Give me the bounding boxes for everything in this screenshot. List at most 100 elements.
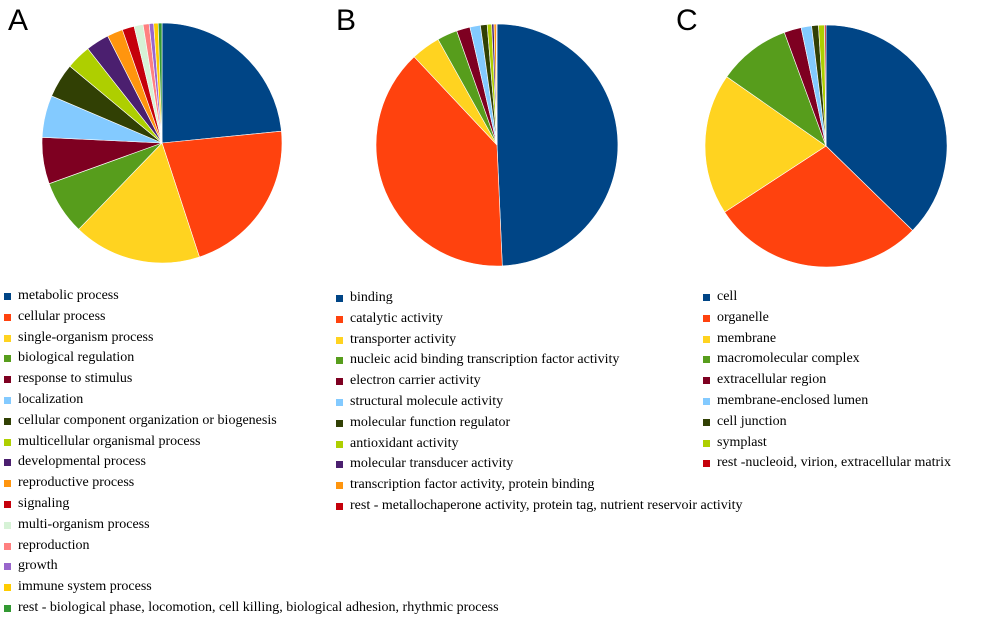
legend-item: membrane	[703, 329, 951, 350]
legend-swatch	[336, 440, 343, 448]
legend-label: metabolic process	[18, 288, 119, 303]
legend-item: membrane-enclosed lumen	[703, 391, 951, 412]
legend-label: immune system process	[18, 579, 152, 595]
pie-slice-b-1	[375, 56, 503, 267]
legend-label: transporter activity	[350, 331, 457, 347]
legend-swatch	[4, 584, 11, 592]
legend-item: cellular process	[4, 307, 499, 328]
pie-slice-a-0	[161, 22, 282, 144]
legend-item: growth	[4, 556, 499, 577]
legend-swatch	[336, 378, 343, 386]
legend-swatch	[703, 460, 710, 468]
legend-label: binding	[350, 290, 393, 305]
legend-label: extracellular region	[717, 372, 827, 388]
pie-slice-b-10	[495, 23, 498, 146]
pie-slice-a-15	[157, 22, 163, 144]
legend-item: single-organism process	[4, 328, 499, 349]
legend-swatch	[4, 480, 11, 488]
legend-label: growth	[18, 558, 58, 574]
legend-swatch	[703, 418, 710, 426]
pie-slice-c-8	[824, 24, 827, 147]
legend-label: rest -nucleoid, virion, extracellular ma…	[717, 455, 952, 471]
legend-swatch	[336, 482, 343, 490]
legend-item: symplast	[703, 433, 951, 454]
legend-item: metabolic process	[4, 286, 499, 307]
legend-label: antioxidant activity	[350, 435, 459, 451]
legend-label: response to stimulus	[18, 371, 133, 387]
legend-item: signaling	[4, 494, 499, 515]
legend-c: cell organelle membrane macromolecular comp…	[703, 287, 951, 474]
legend-label: catalytic activity	[350, 310, 443, 326]
legend-item: transcription factor activity, protein b…	[336, 475, 743, 496]
pie-slice-c-0	[825, 24, 948, 231]
legend-swatch	[336, 295, 343, 302]
legend-item: binding	[336, 288, 743, 309]
legend-item: cell junction	[703, 412, 951, 433]
legend-swatch	[703, 335, 710, 343]
legend-item: nucleic acid binding transcription facto…	[336, 350, 743, 371]
pie-slice-c-2	[704, 76, 827, 213]
legend-swatch	[703, 377, 710, 385]
pie-slice-a-2	[78, 142, 200, 264]
legend-a: metabolic process cellular process single-…	[4, 286, 499, 619]
legend-item: rest -nucleoid, virion, extracellular ma…	[703, 453, 951, 474]
legend-label: cell	[717, 289, 738, 304]
legend-label: biological regulation	[18, 350, 135, 366]
legend-item: immune system process	[4, 577, 499, 598]
legend-swatch	[336, 419, 343, 427]
legend-label: rest - biological phase, locomotion, cel…	[18, 599, 499, 615]
legend-item: organelle	[703, 308, 951, 329]
legend-label: organelle	[717, 309, 769, 325]
legend-label: nucleic acid binding transcription facto…	[350, 352, 620, 368]
legend-swatch	[4, 459, 11, 467]
legend-item: reproductive process	[4, 473, 499, 494]
panel-label-c: C	[676, 4, 698, 37]
legend-label: structural molecule activity	[350, 393, 504, 409]
legend-label: reproduction	[18, 537, 90, 553]
legend-item: cellular component organization or bioge…	[4, 411, 499, 432]
panel-label-b: B	[336, 4, 357, 37]
pie-slice-b-0	[496, 23, 619, 267]
legend-label: membrane	[717, 330, 777, 346]
legend-label: multi-organism process	[18, 516, 150, 532]
pie-slice-a-1	[161, 130, 283, 258]
legend-item: biological regulation	[4, 348, 499, 369]
legend-item: rest - metallochaperone activity, protei…	[336, 496, 743, 517]
legend-swatch	[4, 521, 11, 529]
legend-label: rest - metallochaperone activity, protei…	[350, 497, 743, 513]
legend-swatch	[4, 500, 11, 508]
legend-swatch	[703, 294, 710, 301]
legend-swatch	[336, 336, 343, 344]
legend-swatch	[4, 396, 11, 404]
legend-swatch	[4, 355, 11, 363]
legend-item: macromolecular complex	[703, 349, 951, 370]
legend-swatch	[336, 461, 343, 469]
panel-label-a: A	[8, 4, 29, 37]
legend-swatch	[703, 314, 710, 322]
legend-label: molecular transducer activity	[350, 456, 514, 472]
legend-item: antioxidant activity	[336, 434, 743, 455]
legend-item: structural molecule activity	[336, 392, 743, 413]
legend-item: molecular transducer activity	[336, 454, 743, 475]
legend-swatch	[336, 315, 343, 323]
legend-swatch	[336, 398, 343, 406]
legend-item: cell	[703, 287, 951, 308]
legend-label: multicellular organismal process	[18, 433, 201, 449]
legend-swatch	[703, 439, 710, 447]
legend-item: developmental process	[4, 452, 499, 473]
legend-item: response to stimulus	[4, 369, 499, 390]
legend-label: cell junction	[717, 413, 787, 429]
legend-label: localization	[18, 391, 84, 407]
legend-item: extracellular region	[703, 370, 951, 391]
legend-label: developmental process	[18, 454, 146, 470]
legend-label: reproductive process	[18, 475, 135, 491]
legend-item: multi-organism process	[4, 515, 499, 536]
legend-label: membrane-enclosed lumen	[717, 392, 869, 408]
legend-item: transporter activity	[336, 330, 743, 351]
legend-label: cellular process	[18, 308, 106, 324]
legend-item: catalytic activity	[336, 309, 743, 330]
legend-item: multicellular organismal process	[4, 432, 499, 453]
legend-swatch	[4, 604, 11, 612]
legend-item: electron carrier activity	[336, 371, 743, 392]
